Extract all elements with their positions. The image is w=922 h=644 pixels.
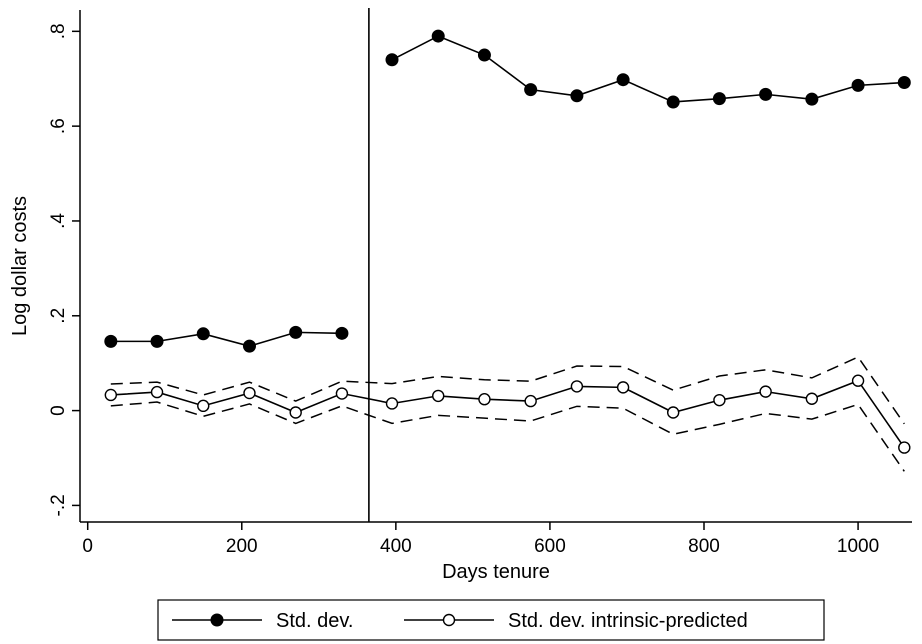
point-intrinsic [898, 441, 911, 454]
x-tick-label: 200 [226, 536, 258, 557]
point-intrinsic [713, 393, 726, 407]
y-tick-label: .8 [48, 23, 69, 39]
point-intrinsic [385, 397, 399, 410]
y-axis-ticks: -.2 0 .2 .4 .6 .8 [48, 23, 80, 517]
point-intrinsic [759, 385, 772, 398]
point-std-dev [477, 48, 491, 62]
point-intrinsic [478, 393, 491, 406]
point-std-dev [616, 73, 630, 87]
point-intrinsic [616, 381, 630, 394]
point-intrinsic [104, 388, 118, 402]
legend-marker-intrinsic [442, 613, 456, 627]
y-axis-title: Log dollar costs [9, 196, 31, 336]
point-std-dev [570, 89, 584, 103]
x-tick-label: 0 [82, 536, 93, 557]
point-intrinsic [335, 387, 349, 400]
point-std-dev [104, 334, 118, 348]
x-axis-ticks: 0 200 400 600 800 1000 [82, 522, 879, 557]
band-upper-line [110, 356, 905, 425]
point-std-dev [805, 92, 819, 106]
point-intrinsic [432, 389, 445, 403]
point-std-dev [666, 95, 680, 109]
point-intrinsic [243, 386, 256, 400]
y-tick-label: .6 [48, 118, 69, 134]
y-tick-label: .2 [48, 308, 69, 324]
legend-label-intrinsic: Std. dev. intrinsic-predicted [508, 610, 748, 632]
point-std-dev [897, 76, 911, 90]
point-intrinsic [197, 399, 210, 413]
confidence-bands [110, 356, 905, 472]
point-std-dev [385, 53, 399, 67]
point-intrinsic [524, 394, 537, 408]
point-intrinsic [150, 385, 164, 399]
point-std-dev [289, 325, 303, 339]
point-intrinsic [851, 374, 865, 387]
x-axis-title: Days tenure [442, 561, 550, 583]
y-tick-label: 0 [48, 405, 69, 416]
legend: Std. dev. Std. dev. intrinsic-predicted [157, 599, 825, 641]
y-tick-label: -.2 [48, 494, 69, 516]
x-tick-label: 1000 [837, 536, 879, 557]
plot-frame [79, 10, 912, 523]
point-intrinsic [805, 392, 819, 405]
series-line-std-dev [391, 35, 905, 103]
point-std-dev [851, 78, 865, 92]
point-std-dev [150, 334, 164, 348]
point-std-dev [196, 327, 210, 341]
series-line-intrinsic [110, 379, 905, 449]
point-std-dev [431, 29, 445, 43]
point-std-dev [242, 339, 256, 353]
series-group [104, 29, 911, 454]
point-std-dev [759, 87, 773, 101]
point-intrinsic [289, 406, 302, 419]
legend-marker-std-dev [210, 613, 224, 627]
point-intrinsic [570, 380, 584, 393]
y-tick-label: .4 [48, 213, 69, 229]
legend-label-std-dev: Std. dev. [276, 610, 353, 632]
point-std-dev [335, 326, 349, 340]
band-lower-line [110, 401, 905, 472]
point-std-dev [524, 83, 538, 97]
series-line-std-dev [110, 331, 342, 347]
point-std-dev [712, 92, 726, 106]
point-intrinsic [666, 406, 680, 419]
x-tick-label: 800 [688, 536, 720, 557]
x-tick-label: 400 [380, 536, 412, 557]
x-tick-label: 600 [534, 536, 566, 557]
